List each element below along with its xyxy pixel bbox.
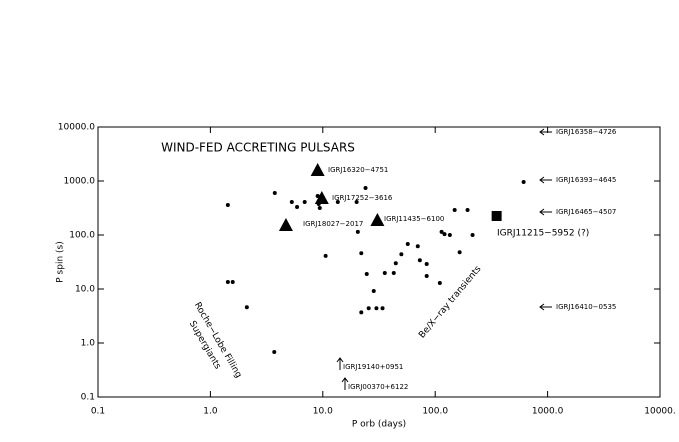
limit-label: IGRJ19140+0951 <box>343 363 403 371</box>
dot-point <box>382 270 387 275</box>
dot-point <box>439 229 444 234</box>
y-axis-label: P spin (s) <box>56 241 66 282</box>
square-point <box>491 210 502 221</box>
dot-point <box>374 306 379 311</box>
limit-arrow-head <box>341 377 349 383</box>
annotation: IGRJ18027−2017 <box>303 220 363 228</box>
x-tick-label: 1000.0 <box>532 407 564 417</box>
dot-point <box>437 281 442 286</box>
dot-point <box>225 279 230 284</box>
plot-frame <box>97 126 661 398</box>
limit-arrow-head <box>539 208 545 216</box>
dot-point <box>225 202 230 207</box>
dot-point <box>447 233 452 237</box>
triangle-point <box>310 162 325 176</box>
dot-point <box>335 200 340 205</box>
y-tick-label: 0.1 <box>81 393 95 403</box>
dot-point <box>363 186 368 191</box>
dot-point <box>364 271 369 276</box>
dot-point <box>457 250 462 255</box>
dot-point <box>302 200 307 205</box>
limit-arrow-head <box>336 357 344 363</box>
limit-label: IGRJ16358−4726 <box>556 128 617 136</box>
dot-point <box>465 208 470 213</box>
annotation: IGRJ11215−5952 (?) <box>497 229 589 239</box>
x-tick-label: 1.0 <box>203 407 218 417</box>
dot-point <box>452 208 457 213</box>
limit-arrow-head <box>539 176 545 184</box>
y-tick-label: 10.0 <box>75 285 95 295</box>
x-axis-label: P orb (days) <box>352 420 406 430</box>
x-tick-label: 100.0 <box>422 407 448 417</box>
annotation: IGRJ17252−3616 <box>332 194 393 202</box>
limit-label: IGRJ16465−4507 <box>556 208 616 216</box>
triangle-point <box>314 191 329 205</box>
dot-point <box>442 232 447 237</box>
dot-point <box>317 206 322 211</box>
annotation: IGRJ11435−6100 <box>384 215 444 223</box>
y-tick-label: 100.0 <box>69 231 95 241</box>
dot-point <box>405 242 410 247</box>
dot-point <box>371 288 376 293</box>
dot-point <box>470 233 475 237</box>
limit-label: IGRJ00370+6122 <box>348 383 408 391</box>
limit-label: IGRJ16393−4645 <box>556 176 616 184</box>
dot-point <box>424 274 429 279</box>
dot-point <box>380 306 385 311</box>
dot-point <box>295 205 300 210</box>
limit-arrow-head <box>539 128 545 136</box>
dot-point <box>272 350 277 355</box>
dot-point <box>230 279 235 284</box>
dot-point <box>244 305 249 310</box>
dot-point <box>415 244 420 249</box>
dot-point <box>359 251 364 256</box>
limit-arrow-head <box>539 303 545 311</box>
dot-point <box>424 262 429 267</box>
dot-point <box>521 180 526 185</box>
y-tick-label: 1000.0 <box>64 177 96 187</box>
annotation: IGRJ16320−4751 <box>328 166 388 174</box>
dot-point <box>393 261 398 266</box>
dot-point <box>391 270 396 275</box>
dot-point <box>354 200 359 205</box>
dot-point <box>323 253 328 258</box>
y-tick-label: 10000.0 <box>58 123 95 133</box>
dot-point <box>359 310 364 315</box>
x-tick-label: 0.1 <box>91 407 105 417</box>
dot-point <box>355 229 360 234</box>
dot-point <box>417 258 422 263</box>
dot-point <box>366 306 371 311</box>
triangle-point <box>278 218 293 232</box>
limit-label: IGRJ16410−0535 <box>556 303 616 311</box>
dot-point <box>289 200 294 205</box>
triangle-point <box>370 212 385 226</box>
chart-title: WIND-FED ACCRETING PULSARS <box>161 141 355 155</box>
dot-point <box>272 190 277 195</box>
x-tick-label: 10000. <box>644 407 676 417</box>
x-tick-label: 10.0 <box>313 407 333 417</box>
y-tick-label: 1.0 <box>81 339 96 349</box>
dot-point <box>399 252 404 257</box>
